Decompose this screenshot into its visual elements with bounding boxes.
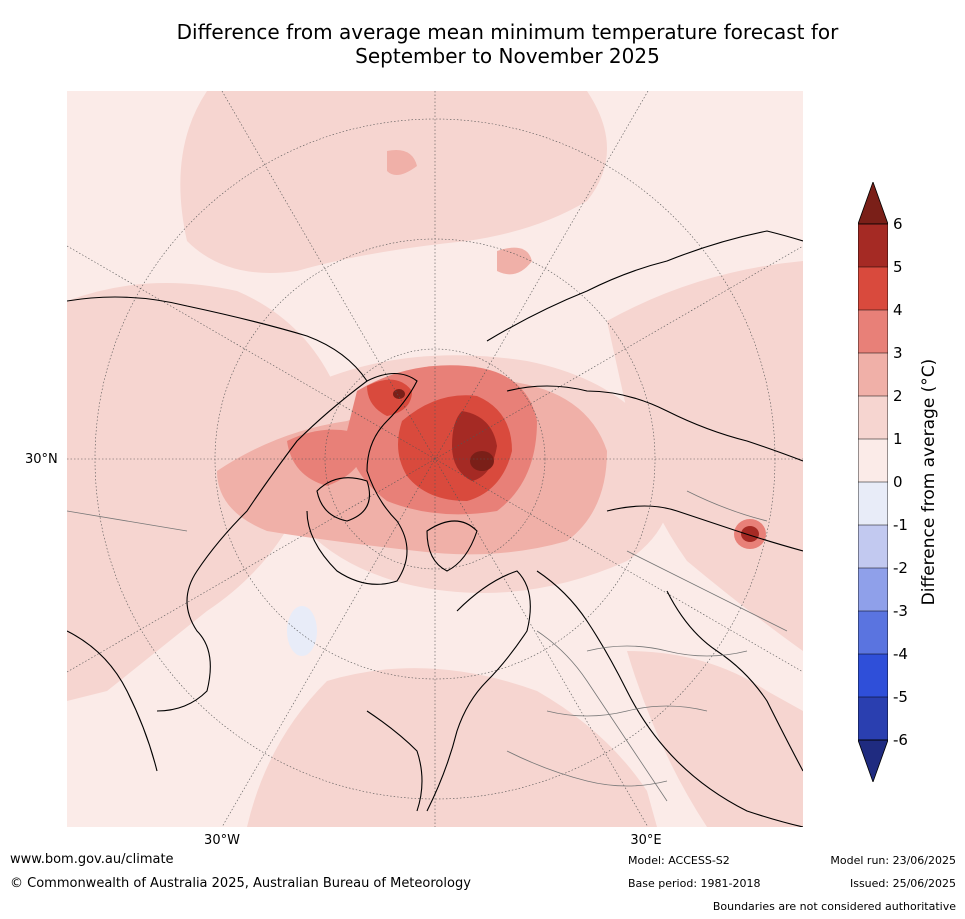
- country-borders: [67, 490, 788, 802]
- colorbar: [858, 182, 888, 782]
- anomaly-2-3-region: [497, 247, 532, 275]
- colorbar-segment-5-6: [858, 224, 888, 267]
- colorbar-tick: 0: [893, 473, 903, 491]
- colorbar-tick: 5: [893, 258, 903, 276]
- footer-url[interactable]: www.bom.gov.au/climate: [10, 852, 174, 867]
- colorbar-tick: -3: [893, 602, 908, 620]
- colorbar-segment-1-2: [858, 396, 888, 439]
- graticule: [67, 91, 803, 827]
- title-line-1: Difference from average mean minimum tem…: [176, 20, 839, 44]
- colorbar-tick: 1: [893, 430, 903, 448]
- colorbar-tick: -5: [893, 688, 908, 706]
- colorbar-tick: 3: [893, 344, 903, 362]
- coastlines: [67, 230, 803, 827]
- anomaly-3-4-region: [287, 429, 367, 486]
- anomaly-1-2-region: [180, 91, 607, 273]
- anomaly-1-2-region: [627, 651, 803, 827]
- footer-disclaimer: Boundaries are not considered authoritat…: [712, 900, 956, 913]
- colorbar-segment-2-3: [858, 353, 888, 396]
- colorbar-segment-4-5: [858, 267, 888, 310]
- colorbar-segment-m6-m5: [858, 697, 888, 740]
- anomaly-4-5-region: [367, 379, 412, 416]
- colorbar-dividers: [858, 266, 888, 698]
- colorbar-segment-m5-m4: [858, 654, 888, 697]
- footer-copyright: © Commonwealth of Australia 2025, Austra…: [10, 876, 471, 891]
- colorbar-segment-m3-m2: [858, 568, 888, 611]
- anomaly-hotspot: [741, 526, 759, 542]
- footer-issued: Issued: 25/06/2025: [849, 877, 956, 890]
- title-line-2: September to November 2025: [355, 44, 660, 68]
- lat-label-30n: 30°N: [25, 452, 58, 467]
- footer-model: Model: ACCESS-S2: [628, 854, 730, 867]
- colorbar-outline: [858, 223, 888, 741]
- colorbar-extend-above: [858, 182, 888, 225]
- anomaly-2-3-region: [387, 150, 417, 175]
- anomaly-1-2-region: [67, 283, 339, 701]
- colorbar-label: Difference from average (°C): [919, 358, 939, 606]
- colorbar-tick: 4: [893, 301, 903, 319]
- colorbar-segment-0-1: [858, 439, 888, 482]
- map-svg: [67, 91, 803, 827]
- lon-label-30w: 30°W: [204, 833, 240, 848]
- colorbar-segment-m2-m1: [858, 525, 888, 568]
- forecast-map: [67, 91, 803, 827]
- anomaly-above-6-region: [393, 389, 405, 399]
- footer-model-run: Model run: 23/06/2025: [830, 854, 956, 867]
- anomaly-minus1-0-region: [287, 606, 317, 656]
- colorbar-tick: -2: [893, 559, 908, 577]
- colorbar-segment-3-4: [858, 310, 888, 353]
- colorbar-segment-m1-0: [858, 482, 888, 525]
- colorbar-tick: 2: [893, 387, 903, 405]
- footer-base-period: Base period: 1981-2018: [628, 877, 761, 890]
- colorbar-segment-m4-m3: [858, 611, 888, 654]
- colorbar-extend-below: [858, 739, 888, 782]
- anomaly-above-6-region: [470, 451, 494, 471]
- colorbar-tick: -6: [893, 731, 908, 749]
- colorbar-tick: 6: [893, 215, 903, 233]
- map-title: Difference from average mean minimum tem…: [60, 20, 955, 68]
- anomaly-1-2-region: [607, 261, 803, 651]
- colorbar-tick: -1: [893, 516, 908, 534]
- colorbar-tick: -4: [893, 645, 908, 663]
- lon-label-30e: 30°E: [630, 833, 662, 848]
